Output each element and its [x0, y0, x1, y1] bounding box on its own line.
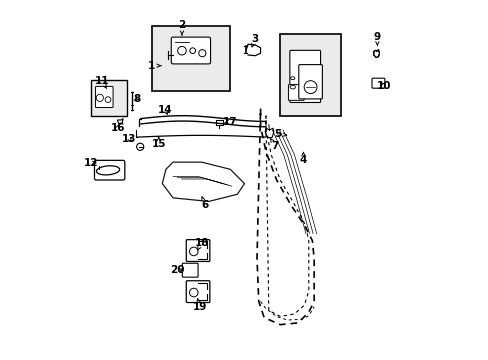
Text: 3: 3	[251, 33, 258, 47]
FancyBboxPatch shape	[186, 281, 209, 302]
Text: 13: 13	[122, 134, 137, 144]
Polygon shape	[373, 50, 379, 58]
FancyBboxPatch shape	[94, 160, 124, 180]
FancyBboxPatch shape	[371, 78, 384, 88]
Text: 15: 15	[151, 136, 166, 149]
FancyBboxPatch shape	[289, 50, 320, 103]
Text: 19: 19	[192, 299, 206, 312]
Text: 9: 9	[373, 32, 380, 45]
FancyBboxPatch shape	[95, 86, 113, 108]
Text: 16: 16	[110, 123, 124, 133]
Text: 11: 11	[94, 76, 109, 89]
FancyBboxPatch shape	[171, 37, 210, 64]
FancyBboxPatch shape	[298, 64, 322, 99]
FancyBboxPatch shape	[91, 80, 126, 116]
Text: 20: 20	[170, 265, 184, 275]
FancyBboxPatch shape	[288, 85, 304, 100]
Text: 2: 2	[178, 19, 185, 35]
FancyBboxPatch shape	[151, 26, 230, 91]
Text: 7: 7	[270, 138, 278, 151]
Text: 10: 10	[377, 81, 391, 91]
Text: 6: 6	[201, 197, 208, 210]
Text: 1: 1	[148, 61, 161, 71]
Text: 8: 8	[133, 94, 141, 104]
Polygon shape	[162, 162, 244, 202]
Text: 5: 5	[273, 129, 286, 139]
Text: 17: 17	[223, 117, 237, 127]
Text: 4: 4	[299, 152, 306, 165]
FancyBboxPatch shape	[280, 33, 340, 116]
Text: 14: 14	[158, 105, 172, 115]
Text: 12: 12	[83, 158, 98, 168]
FancyBboxPatch shape	[182, 263, 198, 277]
FancyBboxPatch shape	[186, 240, 209, 261]
Text: 18: 18	[194, 238, 208, 250]
